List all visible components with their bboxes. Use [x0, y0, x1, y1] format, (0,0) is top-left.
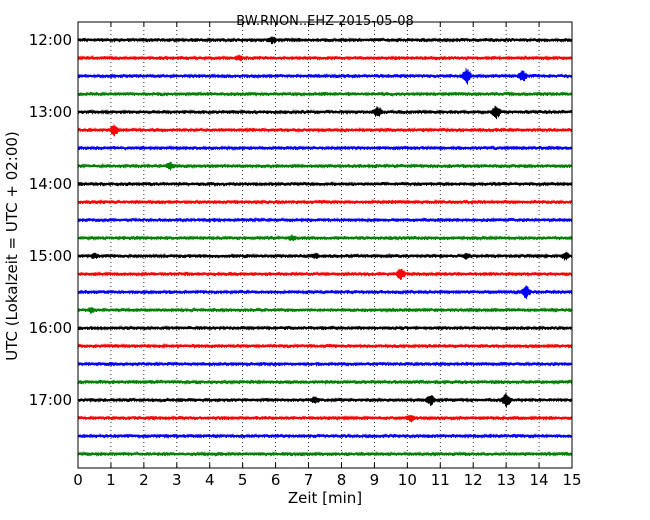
trace-1615 [77, 342, 573, 350]
trace-1645 [77, 378, 573, 386]
trace-1315 [77, 124, 573, 137]
y-tick-label: 14:00 [29, 175, 72, 193]
x-tick-label: 7 [304, 471, 314, 489]
trace-1715 [77, 414, 573, 423]
trace-1415 [77, 198, 573, 206]
trace-1500 [77, 251, 573, 261]
trace-1400 [77, 180, 573, 188]
y-tick-label: 12:00 [29, 31, 72, 49]
trace-1230 [77, 68, 573, 85]
y-axis-label: UTC (Lokalzeit = UTC + 02:00) [3, 131, 21, 361]
trace-1445 [77, 234, 573, 242]
y-tick-label: 17:00 [29, 391, 72, 409]
trace-1730 [77, 432, 573, 440]
trace-1515 [77, 268, 573, 280]
trace-1600 [77, 324, 573, 332]
x-tick-label: 13 [497, 471, 516, 489]
plot-frame [77, 21, 573, 469]
x-tick-label: 11 [431, 471, 450, 489]
x-axis: 0 1 2 3 4 5 6 7 8 9 10 11 12 13 14 15 [73, 22, 582, 489]
y-tick-label: 16:00 [29, 319, 72, 337]
y-axis: 12:00 13:00 14:00 15:00 16:00 17:00 [29, 31, 572, 409]
x-tick-label: 8 [337, 471, 347, 489]
trace-group [77, 36, 573, 458]
x-tick-label: 12 [464, 471, 483, 489]
trace-1745 [77, 450, 573, 458]
trace-1530 [77, 285, 573, 300]
trace-1700 [77, 392, 573, 408]
x-axis-label: Zeit [min] [288, 489, 362, 507]
x-tick-label: 5 [238, 471, 248, 489]
x-tick-label: 10 [398, 471, 417, 489]
trace-1430 [77, 216, 573, 224]
trace-1330 [77, 144, 573, 152]
trace-1300 [77, 105, 573, 120]
y-tick-label: 15:00 [29, 247, 72, 265]
y-tick-label: 13:00 [29, 103, 72, 121]
trace-1215 [77, 54, 573, 62]
trace-1200 [77, 36, 573, 45]
x-tick-label: 15 [562, 471, 581, 489]
x-tick-label: 1 [106, 471, 116, 489]
x-tick-label: 2 [139, 471, 149, 489]
x-tick-label: 3 [172, 471, 182, 489]
x-tick-label: 9 [370, 471, 380, 489]
x-tick-label: 4 [205, 471, 215, 489]
x-tick-label: 6 [271, 471, 281, 489]
trace-1545 [77, 306, 573, 314]
x-tick-label: 0 [73, 471, 83, 489]
x-tick-label: 14 [530, 471, 549, 489]
trace-1345 [77, 161, 573, 171]
trace-1245 [77, 91, 573, 98]
trace-1630 [77, 360, 573, 368]
